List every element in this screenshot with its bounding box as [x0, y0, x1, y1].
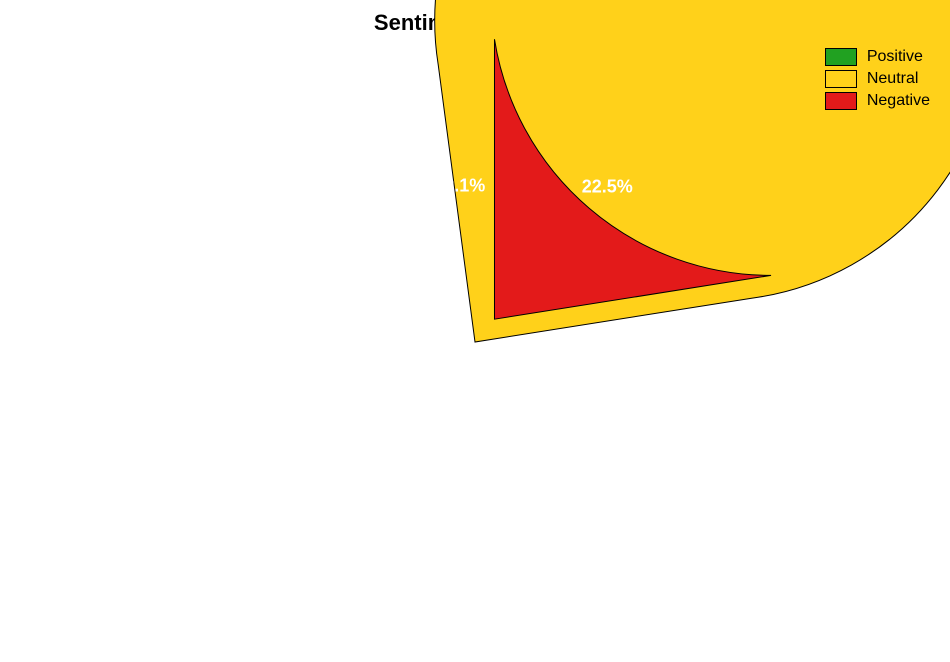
legend-item-negative: Negative — [825, 92, 930, 110]
legend-label-positive: Positive — [867, 48, 923, 66]
legend-swatch-positive — [825, 48, 857, 66]
slice-pct-positive: 2.1% — [444, 176, 485, 197]
legend-label-neutral: Neutral — [867, 70, 919, 88]
legend-item-positive: Positive — [825, 48, 930, 66]
legend: Positive Neutral Negative — [825, 48, 930, 114]
slice-pct-neutral: 75.4% — [346, 471, 397, 492]
slice-pct-negative: 22.5% — [582, 177, 633, 198]
legend-item-neutral: Neutral — [825, 70, 930, 88]
legend-swatch-neutral — [825, 70, 857, 88]
pie-svg — [0, 0, 950, 662]
legend-swatch-negative — [825, 92, 857, 110]
sentiment-pie-chart: Sentiment Analysis PositiveNeutralNegati… — [0, 0, 950, 662]
legend-label-negative: Negative — [867, 92, 930, 110]
